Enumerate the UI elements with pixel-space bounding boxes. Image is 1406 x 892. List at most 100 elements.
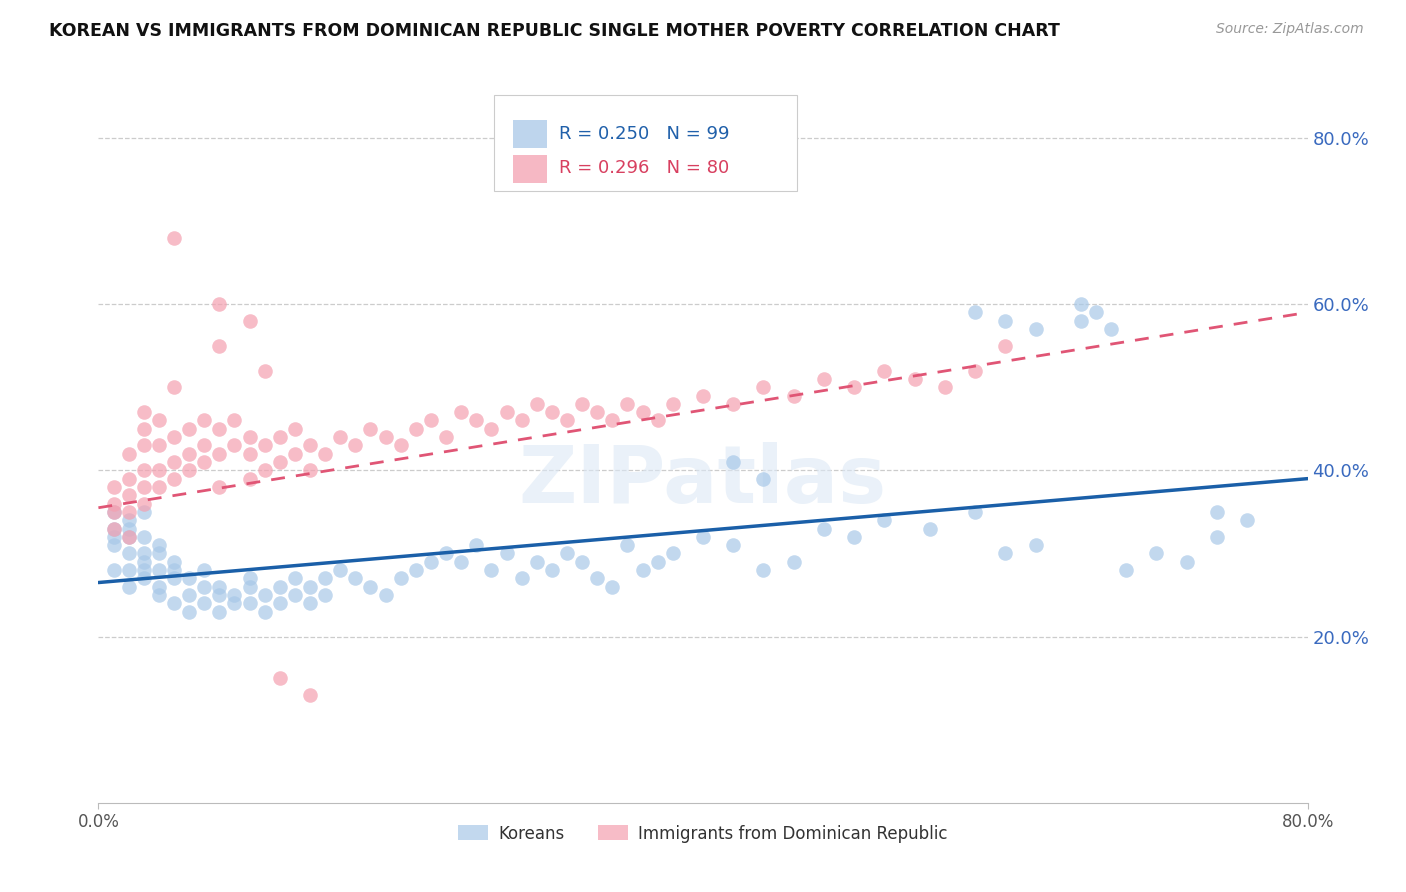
Point [692, 530, 714, 544]
Point [389, 438, 412, 452]
Point [132, 563, 155, 577]
Point [269, 671, 291, 685]
Point [873, 363, 896, 377]
Point [208, 588, 231, 602]
Point [103, 505, 125, 519]
Point [510, 571, 533, 585]
Point [844, 530, 866, 544]
Point [586, 405, 609, 419]
Point [163, 455, 186, 469]
Point [389, 571, 412, 585]
Point [103, 521, 125, 535]
Point [118, 513, 141, 527]
Point [752, 472, 775, 486]
Point [269, 596, 291, 610]
Point [329, 430, 352, 444]
Point [132, 530, 155, 544]
Point [269, 430, 291, 444]
Point [224, 588, 246, 602]
Point [783, 388, 806, 402]
Point [163, 230, 186, 244]
Point [783, 555, 806, 569]
Point [118, 563, 141, 577]
Point [148, 413, 170, 427]
Point [465, 538, 488, 552]
Point [118, 546, 141, 560]
Point [481, 422, 503, 436]
Point [284, 588, 307, 602]
Point [299, 688, 322, 702]
FancyBboxPatch shape [513, 154, 547, 183]
Point [239, 430, 262, 444]
Point [163, 571, 186, 585]
Point [1206, 530, 1229, 544]
Point [103, 530, 125, 544]
Point [208, 297, 231, 311]
Point [994, 314, 1017, 328]
Point [193, 580, 215, 594]
Point [179, 605, 201, 619]
Point [510, 413, 533, 427]
Point [723, 538, 745, 552]
Point [132, 480, 155, 494]
Point [118, 580, 141, 594]
Point [132, 571, 155, 585]
Point [723, 397, 745, 411]
Point [179, 571, 201, 585]
Point [239, 447, 262, 461]
Point [224, 438, 246, 452]
Point [132, 497, 155, 511]
Point [208, 605, 231, 619]
Point [647, 413, 669, 427]
Point [299, 438, 322, 452]
Point [374, 430, 396, 444]
Point [118, 530, 141, 544]
Point [239, 596, 262, 610]
Point [540, 405, 562, 419]
Text: R = 0.250   N = 99: R = 0.250 N = 99 [560, 125, 730, 143]
Point [163, 472, 186, 486]
Point [239, 571, 262, 585]
Point [179, 588, 201, 602]
Point [103, 521, 125, 535]
Point [148, 463, 170, 477]
Point [1070, 297, 1092, 311]
Point [118, 472, 141, 486]
Point [239, 472, 262, 486]
Point [163, 563, 186, 577]
Point [631, 405, 654, 419]
Point [314, 447, 336, 461]
Point [299, 596, 322, 610]
Point [1206, 505, 1229, 519]
Point [586, 571, 609, 585]
Point [616, 538, 638, 552]
Point [253, 363, 276, 377]
Point [284, 447, 307, 461]
Point [193, 563, 215, 577]
Point [465, 413, 488, 427]
FancyBboxPatch shape [513, 120, 547, 148]
Point [844, 380, 866, 394]
Point [118, 447, 141, 461]
Point [1024, 322, 1046, 336]
Point [420, 413, 443, 427]
Point [374, 588, 396, 602]
Point [661, 397, 683, 411]
Point [994, 546, 1017, 560]
Point [571, 397, 593, 411]
Point [253, 605, 276, 619]
Point [253, 588, 276, 602]
Point [103, 538, 125, 552]
Point [495, 405, 517, 419]
Point [118, 488, 141, 502]
Point [284, 422, 307, 436]
Point [193, 596, 215, 610]
Point [284, 571, 307, 585]
Point [434, 546, 457, 560]
Point [253, 438, 276, 452]
Point [526, 555, 548, 569]
Point [1024, 538, 1046, 552]
Point [118, 521, 141, 535]
Point [148, 480, 170, 494]
Point [616, 397, 638, 411]
